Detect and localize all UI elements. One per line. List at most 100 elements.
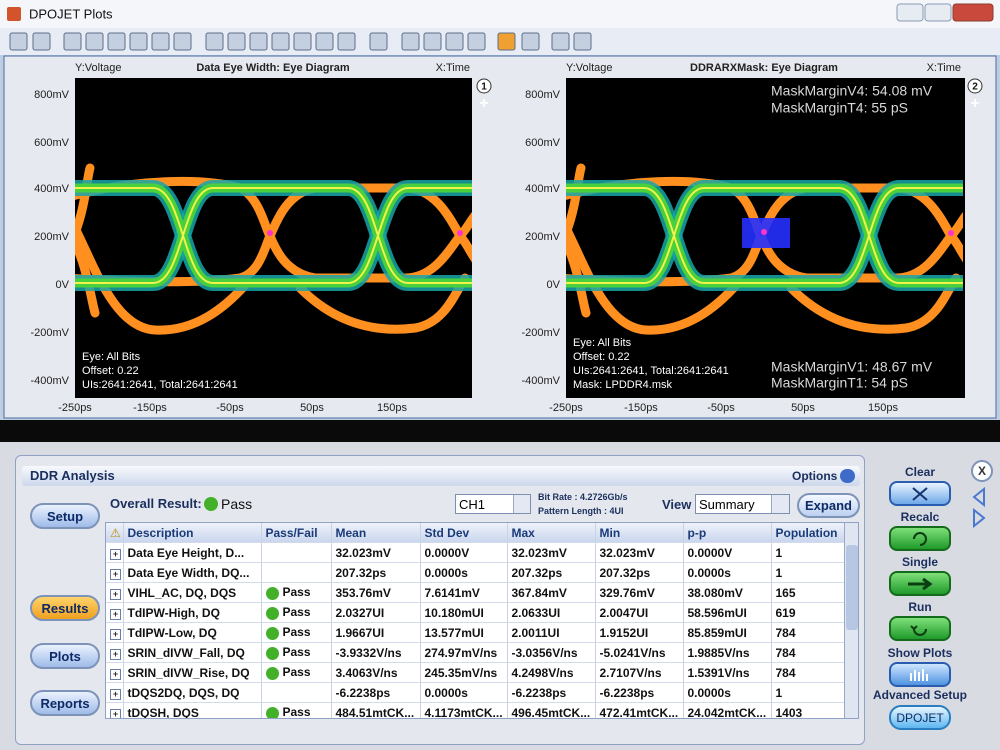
column-header[interactable]: Description [123,523,262,543]
control-label: Show Plots [887,646,953,660]
cell-text: 1 [775,565,783,580]
scroll-thumb[interactable] [846,545,858,630]
expand-button[interactable]: Expand [797,493,860,518]
row-expand[interactable]: + [110,668,121,680]
toolbar-icons [9,32,592,51]
toolbar-icon[interactable] [573,32,592,51]
row-expand[interactable]: + [110,568,121,580]
control-label: Advanced Setup [872,688,968,702]
view-select[interactable]: Summary [695,494,790,514]
mask-margin: MaskMarginV4: 54.08 mV [771,83,933,99]
control-button[interactable] [889,616,951,641]
toolbar-icon[interactable] [369,32,388,51]
column-header[interactable]: Pass/Fail [261,523,332,543]
column-header[interactable]: Min [595,523,684,543]
toolbar-icon[interactable] [9,32,28,51]
cell-text: 619 [775,605,796,620]
row-expand[interactable]: + [110,608,121,620]
toolbar-icon[interactable] [401,32,420,51]
toolbar-icon[interactable] [151,32,170,51]
y-tick-label: 200mV [34,231,70,243]
column-header[interactable]: p-p [683,523,772,543]
arrow-left[interactable] [972,486,985,508]
value-cell: 38.080mV [683,582,772,603]
nav-button[interactable]: Reports [30,690,100,716]
panel-close[interactable]: X [971,460,993,482]
toolbar-icon[interactable] [227,32,246,51]
column-header[interactable]: Population [771,523,845,543]
toolbar-icon[interactable] [467,32,486,51]
column-header[interactable]: Max [507,523,596,543]
toolbar-icon[interactable] [315,32,334,51]
dpojet-button[interactable]: DPOJET [889,705,951,730]
zoom-button[interactable]: + [479,95,488,112]
toolbar-icon[interactable] [497,32,516,51]
pass-icon [204,497,218,511]
value-cell: -6.2238ps [331,682,421,703]
channel-value: CH1 [459,497,486,512]
close-button[interactable] [952,3,994,22]
control-button[interactable] [889,481,951,506]
control-button[interactable] [889,571,951,596]
value-cell: 0.0000s [420,562,508,583]
toolbar-icon[interactable] [249,32,268,51]
options-arrow[interactable] [840,469,855,483]
toolbar-icon[interactable] [423,32,442,51]
y-tick-label: 800mV [34,89,70,101]
column-header[interactable]: Mean [331,523,421,543]
expand-cell: + [106,602,124,623]
cell-text: Data Eye Width, DQ... [127,565,250,580]
nav-button[interactable]: Setup [30,503,100,529]
zoom-button[interactable]: + [970,95,979,112]
row-expand[interactable]: + [110,688,121,700]
toolbar-icon[interactable] [63,32,82,51]
x-tick-label: 150ps [868,402,898,414]
toolbar-icon[interactable] [521,32,540,51]
toolbar-icon[interactable] [32,32,51,51]
value-cell: 85.859mUI [683,622,772,643]
warning-column: ⚠ [106,523,124,543]
cell-text: 1.9667UI [335,625,385,640]
row-expand[interactable]: + [110,648,121,660]
maximize-button[interactable] [924,3,952,22]
toolbar-icon[interactable] [129,32,148,51]
channel-select[interactable]: CH1 [455,494,531,514]
minimize-button[interactable] [896,3,924,22]
y-axis-label: Y:Voltage [566,62,613,74]
row-expand[interactable]: + [110,628,121,640]
bit-rate: Bit Rate : 4.2726Gb/s [538,492,628,502]
view-value: Summary [699,497,755,512]
cell-text: -3.0356V/ns [511,645,578,660]
toolbar-icon[interactable] [107,32,126,51]
toolbar-icon[interactable] [205,32,224,51]
scrollbar[interactable] [844,523,858,718]
toolbar-icon[interactable] [337,32,356,51]
arrow-right[interactable] [973,507,986,528]
x-axis-label: X:Time [436,62,470,74]
y-axis-label: Y:Voltage [75,62,122,74]
cell-text: 245.35mV/ns [424,665,498,680]
row-expand[interactable]: + [110,548,121,560]
options-menu[interactable]: Options [792,469,838,483]
toolbar-icon[interactable] [445,32,464,51]
column-header[interactable]: Std Dev [420,523,508,543]
table-row: + SRIN_dIVW_Rise, DQ Pass 3.4063V/ns 245.35m… [106,662,845,683]
pass-icon [265,706,279,718]
toolbar-icon[interactable] [85,32,104,51]
row-expand[interactable]: + [110,708,121,718]
y-tick-label: -400mV [521,375,560,387]
control-button[interactable] [889,526,951,551]
expand-cell: + [106,682,124,703]
row-expand[interactable]: + [110,588,121,600]
x-tick-label: 50ps [300,402,324,414]
plot-info: Eye: All Bits [573,337,632,349]
toolbar-icon[interactable] [551,32,570,51]
toolbar-icon[interactable] [173,32,192,51]
nav-button[interactable]: Results [30,595,100,621]
value-cell: 165 [771,582,845,603]
toolbar-icon[interactable] [293,32,312,51]
control-button[interactable] [889,662,951,687]
nav-button[interactable]: Plots [30,643,100,669]
toolbar-icon[interactable] [271,32,290,51]
